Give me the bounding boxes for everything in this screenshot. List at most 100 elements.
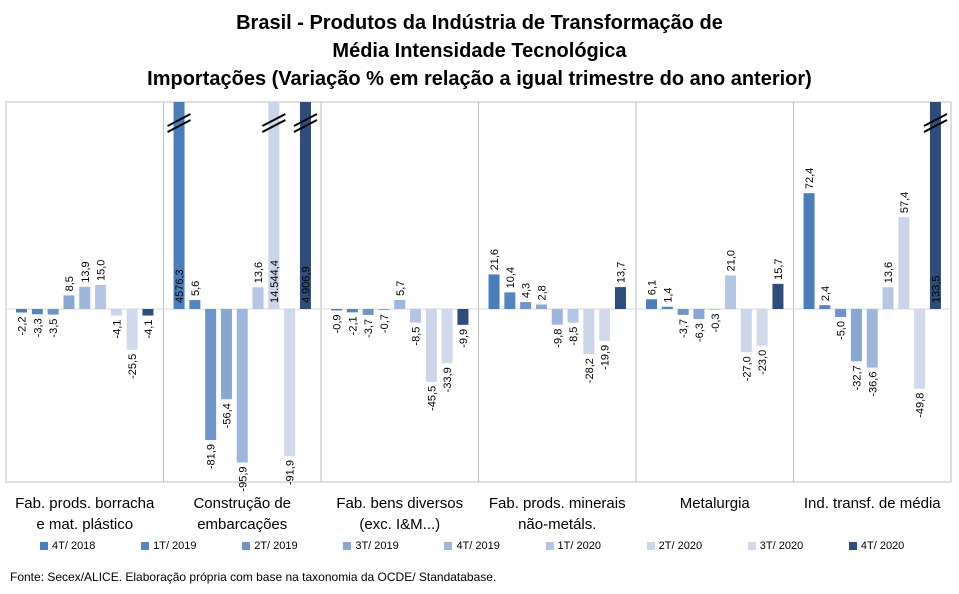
chart-title-line-1: Brasil - Produtos da Indústria de Transf… [236, 12, 723, 34]
bar-5-1 [646, 299, 658, 309]
category-label: Fab. prods. minerais [489, 495, 626, 512]
value-label: -4,1 [143, 320, 155, 339]
value-label: -5,0 [836, 321, 848, 340]
value-label: -0,7 [379, 314, 391, 333]
source-note: Fonte: Secex/ALICE. Elaboração própria c… [10, 570, 497, 584]
bar-2-3 [205, 309, 217, 441]
legend-swatch [141, 542, 150, 550]
value-label: -3,7 [678, 319, 690, 338]
value-label: 4,3 [521, 283, 533, 298]
legend-label: 2T/ 2020 [658, 540, 703, 552]
bar-6-8 [914, 309, 926, 389]
value-label: -3,3 [32, 318, 44, 337]
value-label: -91,9 [285, 460, 297, 485]
value-label: 21,6 [489, 249, 501, 270]
value-label: -36,6 [867, 372, 879, 397]
value-label: 8,5 [64, 276, 76, 291]
category-label: (exc. I&M...) [359, 516, 440, 533]
value-label: -32,7 [851, 365, 863, 390]
bar-1-5 [79, 286, 91, 309]
value-label: 10,4 [505, 267, 517, 288]
bar-6-2 [819, 305, 831, 309]
value-label: -6,3 [694, 323, 706, 342]
value-label: -0,9 [332, 314, 344, 333]
category-label: Construção de [193, 495, 291, 512]
value-label: -4,1 [111, 320, 123, 339]
bar-1-1 [16, 309, 28, 313]
category-label: não-metáls. [518, 516, 596, 533]
bar-4-7 [583, 309, 595, 355]
axis-break-mark [293, 119, 318, 133]
bar-4-6 [567, 309, 579, 323]
value-label: -81,9 [206, 444, 218, 469]
value-label: 15,7 [773, 258, 785, 279]
value-label: -19,9 [600, 345, 612, 370]
value-label: 57,4 [899, 192, 911, 213]
value-label: 13,6 [883, 262, 895, 283]
value-label: 21,0 [726, 250, 738, 271]
bar-1-3 [47, 309, 59, 315]
legend-label: 4T/ 2020 [860, 540, 905, 552]
value-label: -3,7 [363, 319, 375, 338]
legend-swatch [545, 542, 554, 550]
value-label: 13,6 [253, 262, 265, 283]
axis-break-mark [167, 119, 192, 133]
legend-item: 1T/ 2020 [545, 540, 647, 552]
bar-4-2 [504, 292, 516, 309]
bar-4-9 [614, 287, 626, 309]
bar-4-5 [551, 309, 563, 325]
legend-label: 3T/ 2019 [355, 540, 399, 552]
chart-title-line-3: Importações (Variação % em relação a igu… [147, 68, 812, 90]
legend-item: 4T/ 2019 [444, 540, 545, 552]
bar-4-3 [520, 302, 532, 309]
bar-5-2 [661, 306, 673, 309]
bar-6-1 [803, 193, 815, 309]
value-label: -23,0 [757, 350, 769, 375]
axis-break-mark [261, 113, 286, 127]
value-label: 4576,3 [174, 269, 186, 303]
value-label: 13,9 [80, 261, 92, 282]
bar-6-7 [898, 217, 910, 309]
legend-swatch [747, 542, 756, 550]
value-label: -33,9 [442, 367, 454, 392]
category-label: Metalurgia [680, 495, 751, 512]
category-label: Fab. prods. borracha [15, 495, 155, 512]
bar-2-5 [236, 309, 248, 463]
bar-3-9 [457, 309, 469, 325]
legend-swatch [40, 542, 48, 550]
legend-item: 3T/ 2019 [343, 540, 444, 552]
bar-2-4 [220, 309, 232, 400]
axis-break-mark [261, 119, 286, 133]
bar-1-9 [142, 309, 154, 316]
bar-5-3 [677, 309, 689, 315]
legend-swatch [848, 542, 857, 550]
bar-5-9 [772, 283, 784, 309]
value-label: -3,5 [48, 319, 60, 338]
value-label: -9,9 [458, 329, 470, 348]
bar-6-3 [835, 309, 847, 317]
value-label: -49,8 [915, 393, 927, 418]
bar-3-2 [346, 309, 358, 313]
bar-5-4 [693, 309, 705, 320]
value-label: 13,7 [615, 262, 627, 283]
value-label: 1,4 [662, 287, 674, 302]
value-label: 5,7 [395, 281, 407, 296]
legend-item: 2T/ 2020 [646, 540, 748, 552]
legend-swatch [444, 542, 453, 550]
bar-3-1 [331, 309, 343, 311]
value-label: -28,2 [584, 358, 596, 383]
bar-1-6 [95, 285, 107, 309]
axis-break-mark [923, 119, 948, 133]
value-label: 72,4 [804, 168, 816, 189]
value-label: 14.544,4 [269, 260, 281, 303]
bar-1-2 [31, 309, 43, 315]
legend-label: 3T/ 2020 [759, 540, 804, 552]
chart-title-line-2: Média Intensidade Tecnológica [332, 40, 627, 62]
bar-3-6 [410, 309, 422, 323]
category-label: Fab. bens diversos [336, 495, 463, 512]
value-label: -8,5 [411, 327, 423, 346]
bar-1-7 [110, 309, 122, 316]
legend-item: 4T/ 2018 [40, 540, 141, 552]
value-label: 15,0 [96, 260, 108, 281]
bar-3-8 [441, 309, 453, 364]
